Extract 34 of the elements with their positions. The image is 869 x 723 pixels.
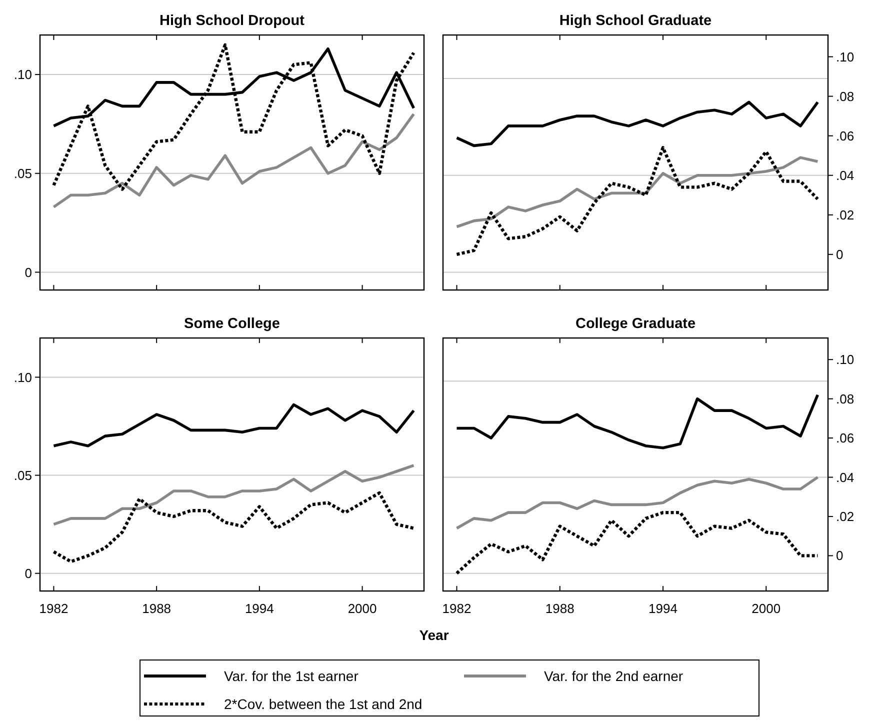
y-tick-label: 0	[836, 246, 844, 262]
y-tick-label: 0	[24, 566, 32, 581]
x-tick-label: 1988	[545, 601, 574, 616]
y-tick-label: .10	[14, 370, 32, 385]
y-tick-label: .10	[14, 67, 32, 82]
legend-label: Var. for the 1st earner	[224, 668, 359, 684]
y-tick-label: .02	[836, 207, 854, 222]
y-tick-label: .05	[14, 166, 32, 181]
y-tick-label: .10	[836, 49, 854, 64]
y-tick-label: .06	[836, 128, 854, 144]
y-tick-label: .04	[836, 168, 854, 183]
legend-label: Var. for the 2nd earner	[544, 668, 684, 684]
x-axis-title: Year	[419, 627, 450, 643]
chart-title: College Graduate	[575, 316, 696, 332]
x-tick-label: 1988	[142, 601, 172, 616]
x-tick-label: 2000	[348, 601, 377, 616]
y-tick-label: .02	[836, 509, 854, 524]
y-tick-label: 0	[24, 264, 32, 280]
chart-title: Some College	[184, 316, 280, 332]
y-tick-label: .10	[836, 352, 854, 368]
y-tick-label: 0	[836, 548, 844, 564]
y-tick-label: .04	[836, 470, 854, 485]
chart-title: High School Dropout	[160, 13, 305, 29]
x-tick-label: 1982	[442, 601, 472, 616]
x-tick-label: 1994	[244, 601, 274, 616]
y-tick-label: .05	[14, 468, 32, 483]
y-tick-label: .08	[836, 391, 854, 406]
x-tick-label: 2000	[752, 601, 781, 616]
x-tick-label: 1982	[39, 601, 68, 616]
chart-title: High School Graduate	[559, 13, 712, 29]
x-tick-label: 1994	[648, 601, 678, 616]
y-tick-label: .06	[836, 430, 854, 446]
y-tick-label: .08	[836, 88, 854, 104]
legend-label: 2*Cov. between the 1st and 2nd	[224, 696, 422, 712]
